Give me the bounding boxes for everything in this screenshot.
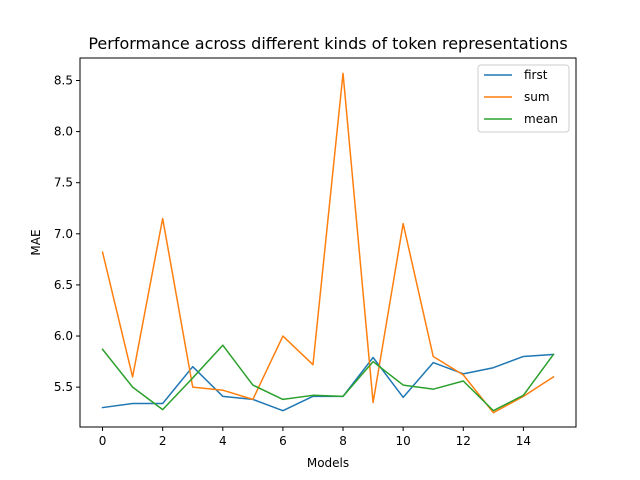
y-tick-label: 8.5 [54,73,73,87]
y-tick-label: 6.0 [54,329,73,343]
y-tick-label: 6.5 [54,278,73,292]
legend: first sum mean [477,64,570,133]
y-tick-label: 7.5 [54,176,73,190]
x-tick-label: 12 [456,434,471,448]
x-tick-label: 14 [516,434,531,448]
y-axis-label: MAE [29,229,43,255]
x-tick-label: 0 [99,434,107,448]
series-line-mean [101,344,555,412]
x-tick-label: 4 [219,434,227,448]
y-tick-label: 5.5 [54,380,73,394]
x-tick-label: 2 [159,434,167,448]
plot-frame [79,57,577,428]
legend-label-sum: sum [524,90,550,104]
x-axis-label: Models [307,456,349,470]
x-axis-ticks: 0 2 4 6 8 10 12 14 [99,427,531,448]
y-tick-label: 8.0 [54,125,73,139]
series-layer [101,72,555,414]
y-tick-label: 7.0 [54,227,73,241]
chart-title: Performance across different kinds of to… [88,34,567,53]
y-axis-ticks: 5.5 6.0 6.5 7.0 7.5 8.0 8.5 [54,73,80,394]
legend-frame [477,64,570,133]
x-tick-label: 6 [279,434,287,448]
x-tick-label: 8 [339,434,347,448]
x-tick-label: 10 [396,434,411,448]
legend-label-mean: mean [524,112,558,126]
legend-label-first: first [524,68,548,82]
series-line-sum [101,72,555,414]
